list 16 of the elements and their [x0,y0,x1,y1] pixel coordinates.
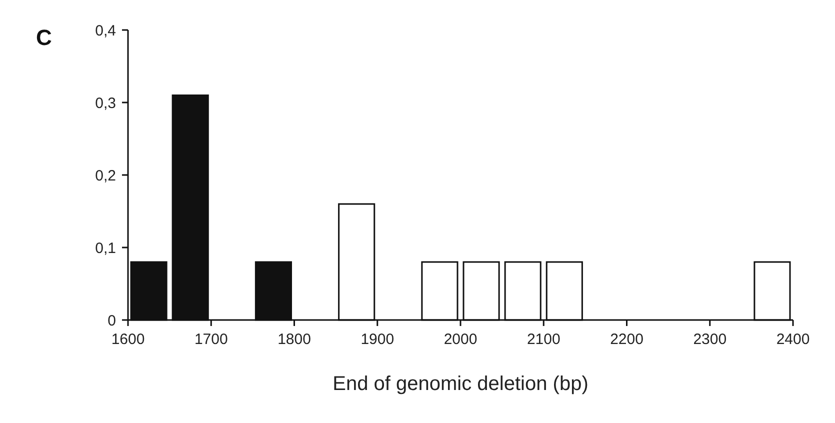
y-tick-label: 0 [108,312,116,330]
y-tick-label: 0,2 [95,167,116,184]
x-tick-label: 1800 [278,331,311,348]
x-tick-label: 2300 [693,331,727,348]
x-axis-title: End of genomic deletion (bp) [332,373,588,395]
x-tick-label: 2000 [444,331,478,348]
x-tick-label: 1700 [194,331,228,348]
x-tick-label: 1600 [111,331,145,348]
x-tick-label: 2400 [776,331,810,348]
y-tick-label: 0,4 [95,22,116,40]
y-tick-label: 0,3 [95,94,116,112]
x-tick-label: 1900 [360,331,394,348]
y-tick-label: 0,1 [95,240,116,257]
x-tick-label: 2200 [610,331,644,348]
text: C [36,25,52,50]
x-tick-label: 2100 [526,331,560,348]
